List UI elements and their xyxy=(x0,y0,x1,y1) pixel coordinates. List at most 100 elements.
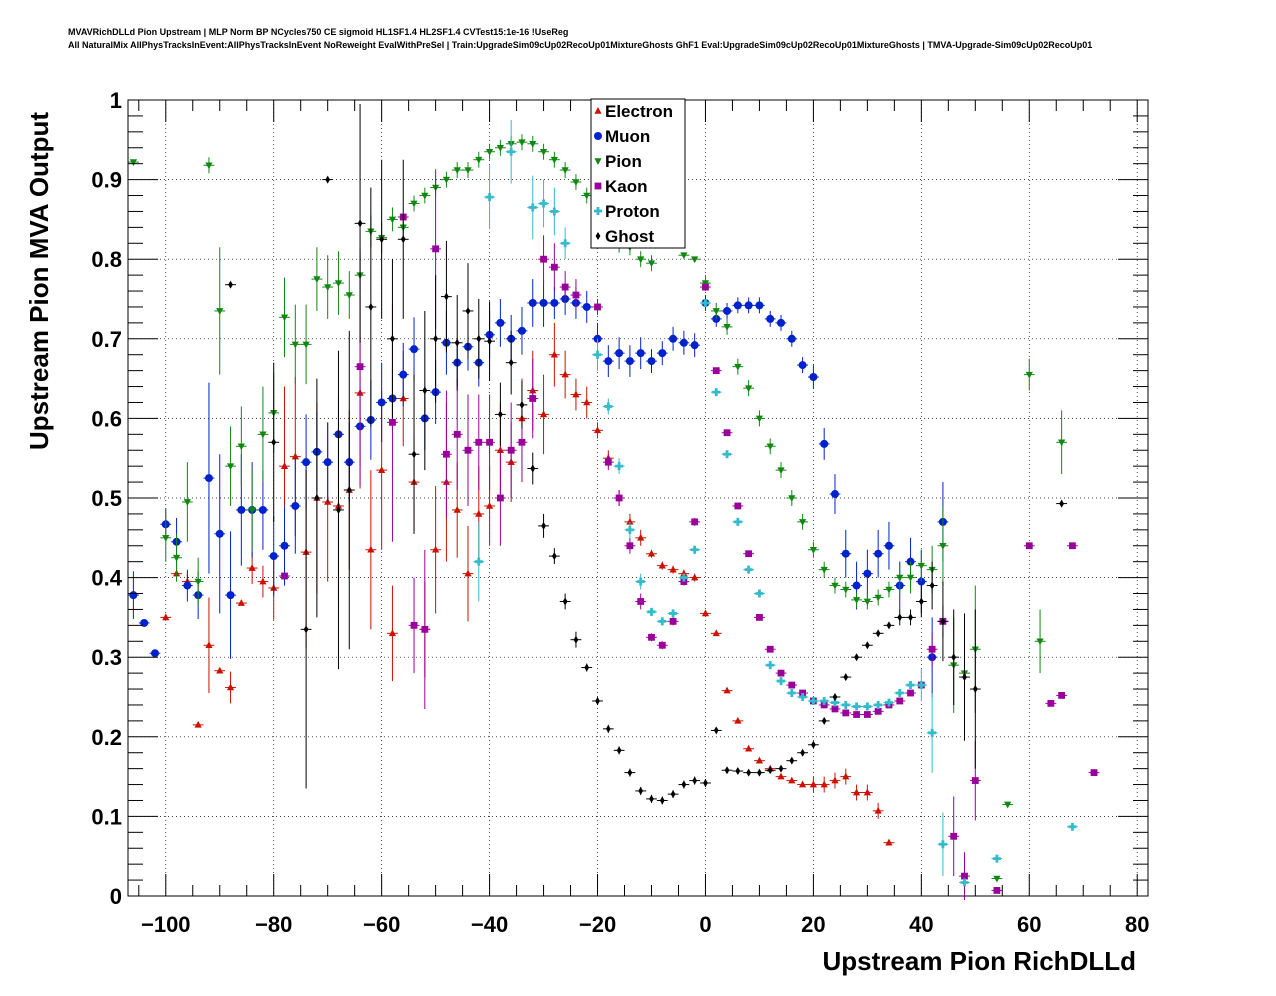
data-point xyxy=(365,187,377,427)
data-point xyxy=(905,609,916,626)
data-point xyxy=(689,545,701,554)
data-point xyxy=(635,529,647,546)
data-point xyxy=(376,159,388,319)
y-axis-title: Upstream Pion MVA Output xyxy=(24,112,54,450)
data-point xyxy=(732,767,744,776)
data-point xyxy=(408,374,420,534)
data-point xyxy=(613,490,625,506)
y-tick-label: 0.7 xyxy=(91,327,122,352)
data-point xyxy=(419,187,431,204)
data-point xyxy=(861,784,873,801)
legend-item-proton[interactable]: Proton xyxy=(594,202,660,221)
legend-box xyxy=(590,98,686,249)
data-point xyxy=(430,486,442,614)
data-point xyxy=(883,581,895,598)
x-tick-label: −60 xyxy=(363,912,400,937)
data-point xyxy=(894,689,906,698)
data-point xyxy=(451,295,463,391)
data-point xyxy=(527,452,539,485)
data-point xyxy=(818,561,830,578)
data-point xyxy=(678,573,690,582)
data-point xyxy=(387,207,398,232)
data-point xyxy=(1056,499,1068,508)
legend-label: Ghost xyxy=(605,227,654,246)
data-point xyxy=(743,380,755,397)
data-point xyxy=(786,330,798,347)
data-point xyxy=(872,700,884,709)
data-point xyxy=(203,157,215,174)
data-point xyxy=(710,367,722,375)
data-point xyxy=(538,235,549,284)
data-point xyxy=(581,386,593,419)
data-point xyxy=(419,549,431,709)
legend-item-kaon[interactable]: Kaon xyxy=(594,177,648,196)
data-point xyxy=(635,573,647,590)
data-point xyxy=(548,187,560,236)
data-point xyxy=(160,613,172,621)
data-point xyxy=(678,252,690,260)
data-point xyxy=(570,631,582,648)
data-point xyxy=(797,748,808,757)
data-point xyxy=(905,561,916,594)
data-point xyxy=(732,517,744,526)
data-point xyxy=(484,394,495,491)
legend-item-muon[interactable]: Muon xyxy=(594,127,650,146)
data-point xyxy=(775,462,787,479)
data-point xyxy=(473,394,485,491)
data-point xyxy=(786,776,798,784)
legend-item-pion[interactable]: Pion xyxy=(594,152,642,171)
data-point xyxy=(527,135,539,152)
legend-item-electron[interactable]: Electron xyxy=(594,102,673,121)
data-point xyxy=(743,768,755,777)
y-tick-label: 0.5 xyxy=(91,486,122,511)
data-point xyxy=(775,314,787,331)
data-point xyxy=(397,159,409,319)
data-point xyxy=(462,263,474,359)
data-point xyxy=(678,330,690,355)
data-point xyxy=(797,693,808,701)
data-point xyxy=(991,875,1003,883)
data-point xyxy=(959,878,970,887)
y-tick-label: 0.8 xyxy=(91,247,122,272)
data-point xyxy=(538,513,549,538)
axes: −100 −80 −60 −40 −20 0 20 40 60 80 0 0.1 0.2 0.3 0.4 0.… xyxy=(91,88,1149,937)
data-point xyxy=(937,505,949,586)
data-point xyxy=(333,350,344,670)
data-point xyxy=(1045,699,1057,707)
data-point xyxy=(322,175,334,184)
data-point xyxy=(829,577,841,594)
data-point xyxy=(592,696,603,705)
data-point xyxy=(516,380,528,429)
data-point xyxy=(408,577,420,674)
data-point xyxy=(646,349,657,374)
data-point xyxy=(851,784,862,801)
data-point xyxy=(861,641,873,650)
data-point xyxy=(818,696,830,705)
data-point xyxy=(559,350,571,399)
data-point xyxy=(214,666,226,674)
data-point xyxy=(473,151,485,168)
data-point xyxy=(894,697,906,705)
legend-item-ghost[interactable]: Ghost xyxy=(595,227,655,246)
data-point xyxy=(494,450,506,546)
data-point xyxy=(851,653,862,662)
data-point xyxy=(797,513,808,530)
data-point xyxy=(624,521,636,538)
data-point xyxy=(883,698,895,707)
data-point xyxy=(225,531,236,659)
data-point xyxy=(818,776,830,793)
data-point xyxy=(808,696,819,705)
data-point xyxy=(894,609,906,626)
data-point xyxy=(451,378,463,491)
data-point xyxy=(441,171,452,188)
data-point xyxy=(915,669,927,701)
data-point xyxy=(592,422,603,439)
series-ghost xyxy=(225,103,1068,805)
data-point xyxy=(959,852,970,900)
data-point xyxy=(505,330,517,395)
data-point xyxy=(462,525,474,622)
data-point xyxy=(225,280,236,289)
data-point xyxy=(257,470,269,550)
legend[interactable]: Electron Muon Pion Kaon Proton Ghost xyxy=(590,98,686,249)
data-point xyxy=(991,854,1003,863)
